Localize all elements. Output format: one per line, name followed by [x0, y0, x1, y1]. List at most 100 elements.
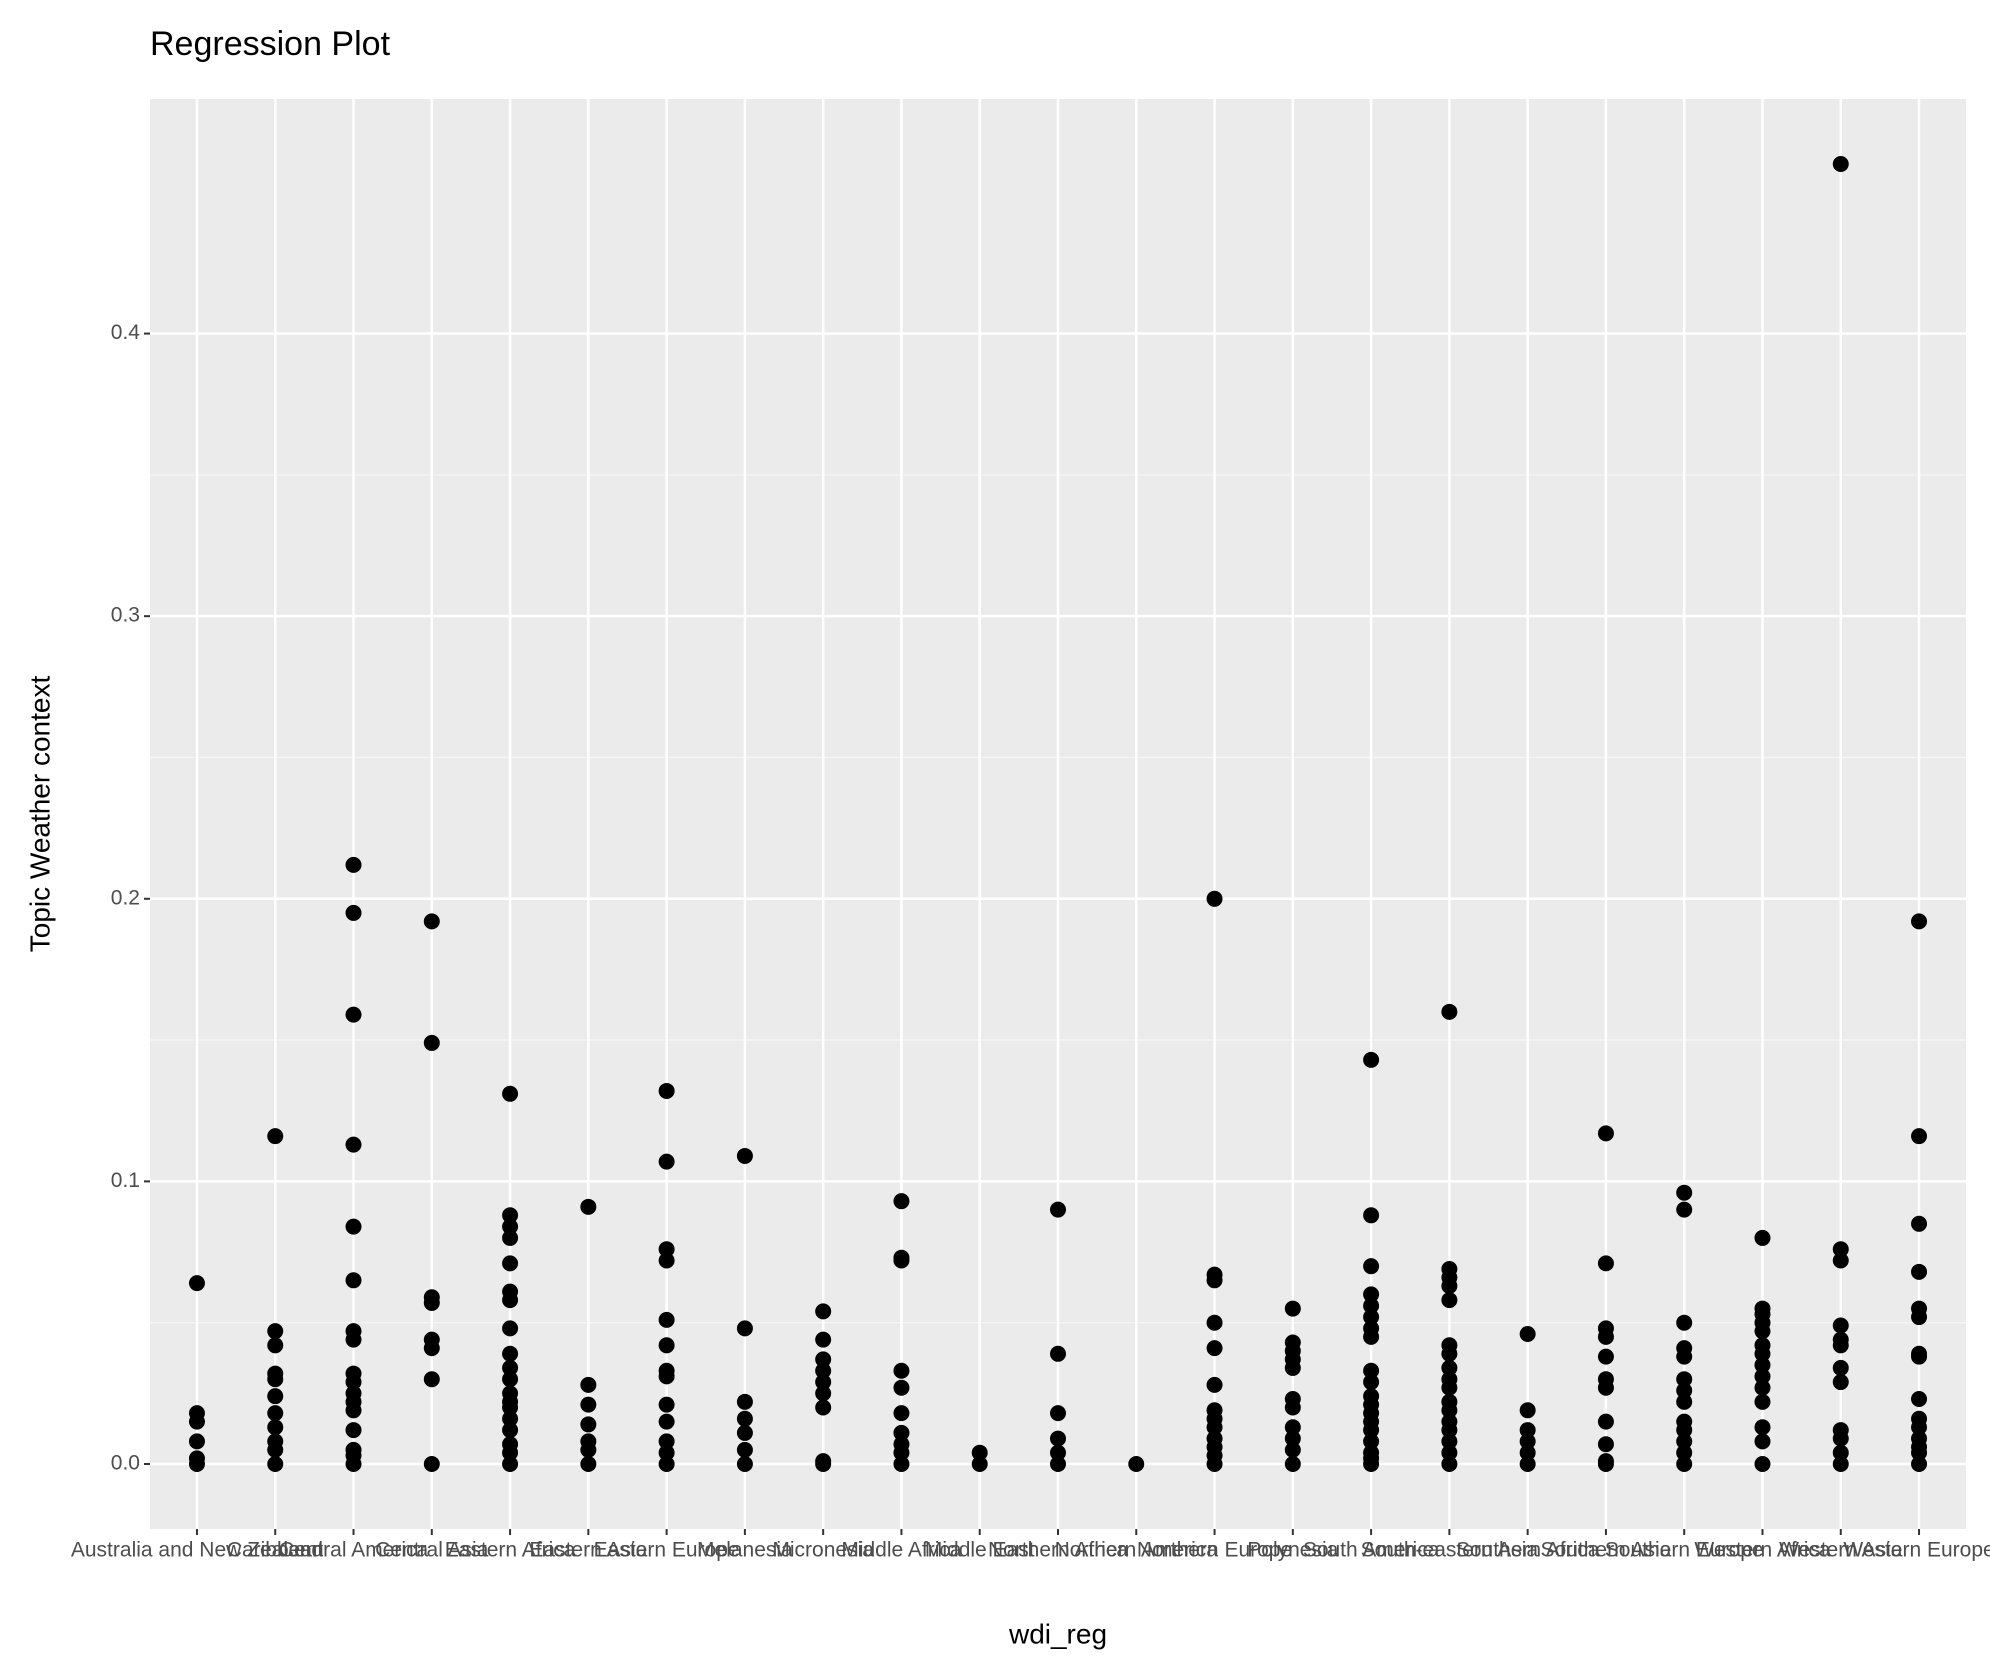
- point: [345, 1272, 362, 1289]
- point: [502, 1085, 519, 1102]
- point: [1754, 1345, 1771, 1362]
- point: [1363, 1374, 1380, 1391]
- point: [1519, 1456, 1536, 1472]
- point: [893, 1424, 910, 1441]
- point: [1363, 1456, 1380, 1472]
- point: [1911, 913, 1928, 930]
- point: [267, 1371, 284, 1388]
- point: [1597, 1348, 1614, 1365]
- point: [502, 1371, 519, 1388]
- x-tick-label: Southern Africa: [1456, 1539, 1600, 1562]
- x-tick-label: Western Asia: [1779, 1539, 1903, 1562]
- point: [1519, 1422, 1536, 1439]
- point: [423, 1456, 440, 1472]
- point: [1832, 1317, 1849, 1334]
- point: [580, 1456, 597, 1472]
- point: [188, 1413, 205, 1430]
- point: [1832, 1359, 1849, 1376]
- point: [1206, 1314, 1223, 1331]
- point: [1754, 1357, 1771, 1374]
- point: [1911, 1419, 1928, 1436]
- point: [345, 1218, 362, 1235]
- point: [1363, 1258, 1380, 1275]
- point: [423, 1294, 440, 1311]
- x-tick-label: Western Africa: [1694, 1539, 1830, 1562]
- point: [1284, 1441, 1301, 1458]
- point: [1441, 1456, 1458, 1472]
- x-tick-label: Polynesia: [1247, 1539, 1338, 1562]
- point: [345, 1456, 362, 1472]
- point: [502, 1399, 519, 1416]
- point: [502, 1345, 519, 1362]
- point: [502, 1359, 519, 1376]
- x-tick-label: Australia and New Zealand: [71, 1539, 323, 1562]
- point: [1284, 1430, 1301, 1447]
- x-tick-label: Micronesia: [772, 1539, 874, 1562]
- point: [1676, 1422, 1693, 1439]
- point: [1754, 1379, 1771, 1396]
- point: [658, 1368, 675, 1385]
- point: [345, 1136, 362, 1153]
- point: [1911, 1348, 1928, 1365]
- point: [1441, 1359, 1458, 1376]
- point: [893, 1379, 910, 1396]
- point: [267, 1128, 284, 1145]
- point: [580, 1416, 597, 1433]
- point: [1754, 1323, 1771, 1340]
- point: [1597, 1436, 1614, 1453]
- point: [1911, 1444, 1928, 1461]
- point: [1832, 1337, 1849, 1354]
- point: [1676, 1444, 1693, 1461]
- point: [1832, 1444, 1849, 1461]
- point: [502, 1456, 519, 1472]
- point: [658, 1444, 675, 1461]
- x-tick-label: Central America: [279, 1539, 429, 1562]
- point: [345, 1402, 362, 1419]
- point: [1284, 1359, 1301, 1376]
- point: [893, 1252, 910, 1269]
- point: [1911, 1391, 1928, 1407]
- point: [736, 1393, 753, 1410]
- point: [1754, 1229, 1771, 1246]
- point: [267, 1388, 284, 1405]
- x-tick-label: Northern Europe: [1137, 1539, 1292, 1562]
- point: [267, 1456, 284, 1472]
- x-tick-label: Middle East: [925, 1539, 1035, 1562]
- y-tick-label: 0.0: [111, 1452, 140, 1475]
- point: [971, 1456, 988, 1472]
- point: [1206, 1272, 1223, 1289]
- point: [1284, 1456, 1301, 1472]
- point: [580, 1441, 597, 1458]
- point: [188, 1433, 205, 1450]
- point: [267, 1441, 284, 1458]
- point: [815, 1399, 832, 1416]
- point: [736, 1441, 753, 1458]
- point: [893, 1405, 910, 1422]
- point: [736, 1410, 753, 1427]
- point: [1911, 1128, 1928, 1145]
- x-tick-label: Northern America: [1055, 1539, 1219, 1562]
- point: [1676, 1314, 1693, 1331]
- point: [1363, 1309, 1380, 1326]
- x-tick-label: Northern Africa: [988, 1539, 1128, 1562]
- point: [1676, 1184, 1693, 1201]
- point: [1128, 1456, 1145, 1472]
- point: [502, 1207, 519, 1224]
- point: [1050, 1201, 1066, 1218]
- point: [1441, 1422, 1458, 1439]
- point: [658, 1311, 675, 1328]
- x-tick-label: Eastern Africa: [445, 1539, 576, 1562]
- point: [658, 1456, 675, 1472]
- point: [267, 1405, 284, 1422]
- point: [1363, 1207, 1380, 1224]
- point: [502, 1218, 519, 1235]
- point: [1597, 1456, 1614, 1472]
- point: [1832, 1430, 1849, 1447]
- chart-title: Regression Plot: [150, 25, 391, 63]
- point: [1363, 1362, 1380, 1379]
- point: [1441, 1345, 1458, 1362]
- point: [815, 1374, 832, 1391]
- point: [658, 1241, 675, 1258]
- point: [502, 1444, 519, 1461]
- point: [345, 1422, 362, 1439]
